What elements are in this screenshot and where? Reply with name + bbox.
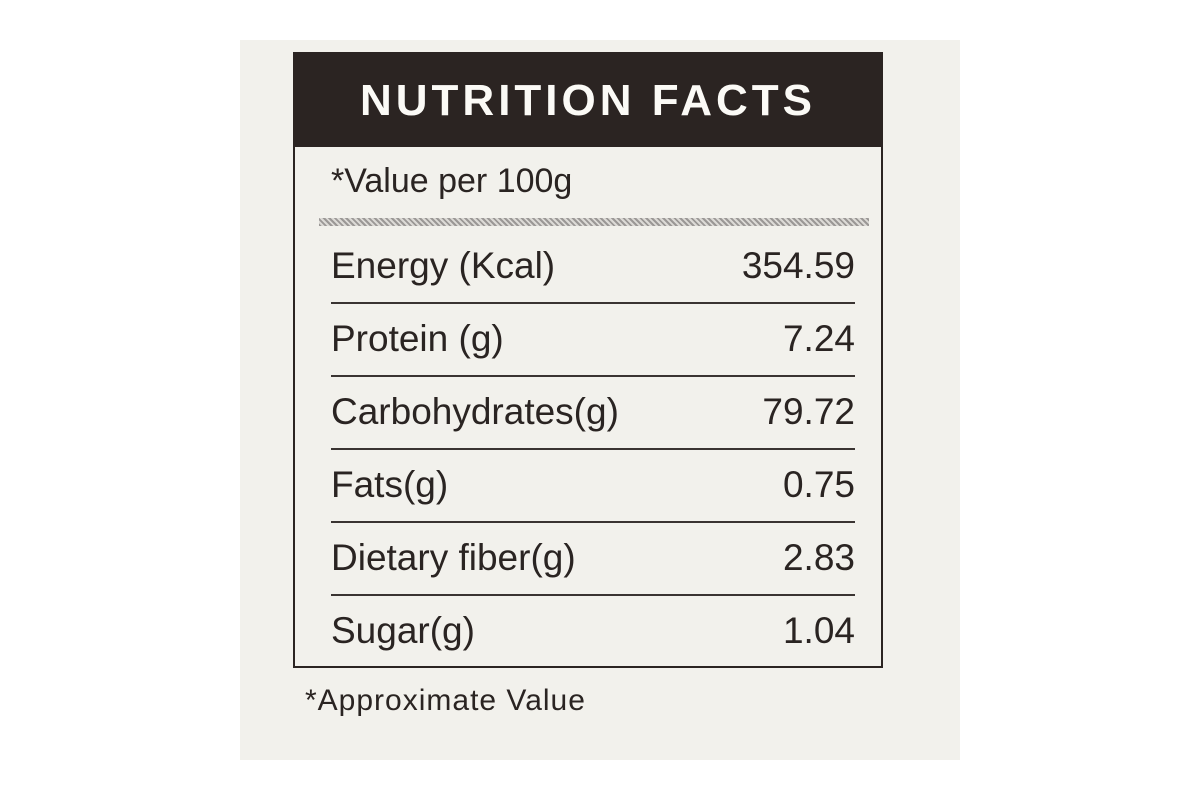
nutrient-row: Dietary fiber(g) 2.83 <box>331 522 855 596</box>
nutrient-name: Protein (g) <box>331 318 504 359</box>
nutrient-value: 1.04 <box>782 610 855 651</box>
nutrition-box: NUTRITION FACTS *Value per 100g Energy (… <box>293 52 883 668</box>
divider <box>319 218 869 226</box>
label-background <box>240 40 960 760</box>
nutrient-value: 0.75 <box>782 464 855 505</box>
nutrient-value: 354.59 <box>741 245 855 286</box>
nutrient-row: Protein (g) 7.24 <box>331 303 855 377</box>
nutrient-row: Sugar(g) 1.04 <box>331 595 855 667</box>
nutrient-name: Dietary fiber(g) <box>331 537 576 578</box>
nutrient-row: Carbohydrates(g) 79.72 <box>331 376 855 450</box>
title: NUTRITION FACTS <box>295 54 881 147</box>
nutrient-name: Energy (Kcal) <box>331 245 556 286</box>
nutrient-value: 7.24 <box>782 318 855 359</box>
nutrient-value: 2.83 <box>782 537 855 578</box>
nutrient-row: Fats(g) 0.75 <box>331 449 855 523</box>
subtitle: *Value per 100g <box>331 162 573 200</box>
nutrient-value: 79.72 <box>762 391 855 432</box>
nutrient-name: Fats(g) <box>331 464 449 505</box>
nutrient-name: Sugar(g) <box>331 610 475 651</box>
nutrient-name: Carbohydrates(g) <box>331 391 619 432</box>
nutrient-row: Energy (Kcal) 354.59 <box>331 230 855 304</box>
footnote: *Approximate Value <box>305 684 586 717</box>
